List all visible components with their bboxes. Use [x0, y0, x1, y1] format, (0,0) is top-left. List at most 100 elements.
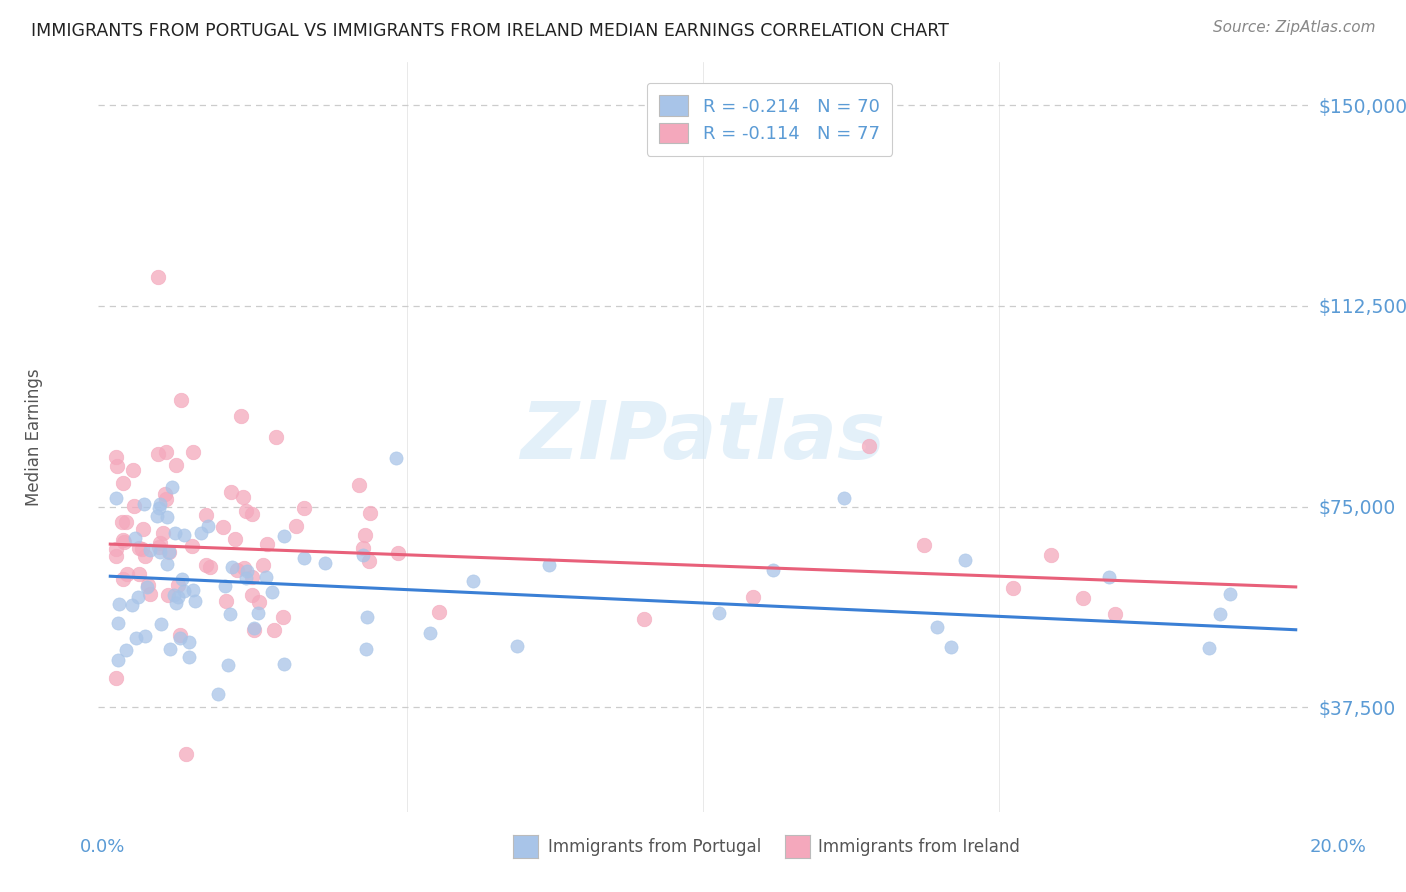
Point	[180, 539, 202, 553]
Text: IMMIGRANTS FROM PORTUGAL VS IMMIGRANTS FROM IRELAND MEDIAN EARNINGS CORRELATION : IMMIGRANTS FROM PORTUGAL VS IMMIGRANTS F…	[31, 22, 949, 40]
Point	[165, 458, 187, 472]
Point	[176, 747, 198, 762]
Point	[157, 545, 180, 559]
Point	[165, 596, 187, 610]
Point	[273, 657, 295, 672]
Point	[159, 642, 181, 657]
Point	[271, 610, 294, 624]
Point	[148, 540, 170, 554]
Point	[170, 392, 193, 407]
Point	[359, 506, 381, 520]
Point	[169, 631, 191, 645]
Point	[240, 507, 263, 521]
Point	[240, 570, 263, 584]
Point	[131, 542, 153, 557]
Point	[179, 635, 201, 649]
Point	[156, 509, 179, 524]
Point	[194, 558, 217, 572]
Text: ZIPatlas: ZIPatlas	[520, 398, 886, 476]
Point	[242, 623, 264, 637]
Point	[314, 557, 336, 571]
Point	[419, 625, 441, 640]
Point	[134, 549, 156, 563]
Point	[166, 591, 188, 605]
Point	[226, 562, 249, 576]
Point	[145, 509, 167, 524]
Point	[247, 607, 270, 621]
Point	[235, 570, 257, 584]
Point	[219, 485, 242, 500]
Point	[173, 528, 195, 542]
Point	[121, 463, 143, 477]
Point	[146, 447, 169, 461]
Point	[163, 588, 186, 602]
Point	[156, 588, 179, 602]
Point	[354, 528, 377, 542]
Point	[179, 649, 201, 664]
Point	[240, 588, 263, 602]
Point	[707, 606, 730, 620]
Point	[235, 504, 257, 518]
Point	[157, 545, 180, 559]
Point	[153, 487, 176, 501]
Point	[427, 606, 450, 620]
Point	[284, 519, 307, 533]
Point	[1071, 591, 1094, 605]
Point	[236, 564, 259, 578]
Point	[152, 526, 174, 541]
Point	[347, 478, 370, 492]
Point	[134, 629, 156, 643]
Point	[128, 567, 150, 582]
Point	[167, 578, 190, 592]
Point	[173, 583, 195, 598]
Point	[194, 508, 217, 522]
Point	[139, 543, 162, 558]
Point	[217, 657, 239, 672]
Point	[927, 620, 949, 634]
Text: Immigrants from Ireland: Immigrants from Ireland	[818, 838, 1021, 855]
Point	[146, 269, 169, 284]
Point	[215, 594, 238, 608]
Point	[105, 542, 128, 557]
Point	[112, 535, 135, 549]
Point	[858, 439, 880, 453]
Text: 0.0%: 0.0%	[80, 838, 125, 855]
Point	[233, 561, 256, 575]
Point	[461, 574, 484, 589]
Point	[155, 444, 177, 458]
Point	[247, 595, 270, 609]
Point	[356, 610, 378, 624]
Point	[124, 531, 146, 545]
Point	[160, 480, 183, 494]
Legend: R = -0.214   N = 70, R = -0.114   N = 77: R = -0.214 N = 70, R = -0.114 N = 77	[647, 83, 893, 156]
Point	[385, 451, 408, 466]
Point	[506, 639, 529, 653]
Point	[221, 560, 243, 574]
Point	[197, 519, 219, 533]
Point	[292, 500, 315, 515]
Point	[127, 590, 149, 604]
Point	[112, 533, 135, 547]
Point	[273, 529, 295, 543]
Point	[111, 515, 134, 529]
Point	[105, 491, 128, 505]
Point	[1104, 607, 1126, 621]
Point	[172, 572, 194, 586]
Point	[1209, 607, 1232, 621]
Point	[107, 615, 129, 630]
Point	[357, 554, 380, 568]
Point	[111, 475, 134, 490]
Point	[1002, 581, 1025, 595]
Point	[149, 497, 172, 511]
Point	[132, 523, 155, 537]
Y-axis label: Median Earnings: Median Earnings	[25, 368, 42, 506]
Point	[1198, 641, 1220, 656]
Point	[122, 499, 145, 513]
Point	[742, 590, 765, 604]
Point	[115, 515, 138, 529]
Point	[163, 526, 186, 541]
Point	[294, 551, 316, 566]
Point	[149, 544, 172, 558]
Point	[1039, 548, 1062, 562]
Point	[107, 597, 129, 611]
